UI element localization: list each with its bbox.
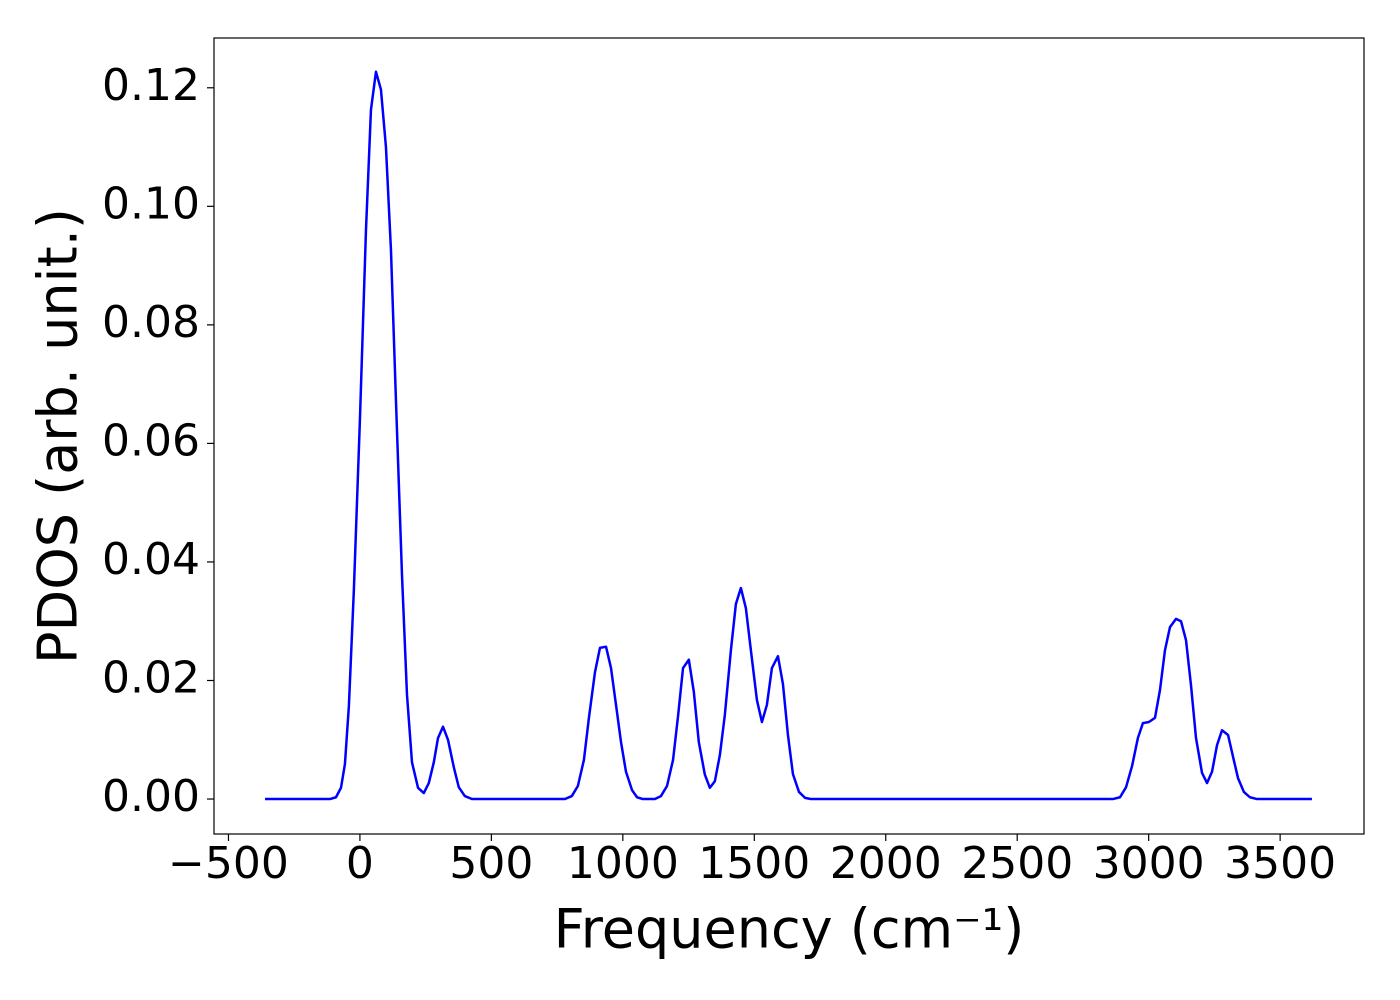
x-tick-label: 500 — [449, 838, 533, 889]
x-tick-label: 2000 — [830, 838, 942, 889]
x-tick-label: 3500 — [1224, 838, 1336, 889]
y-tick-label: 0.02 — [102, 652, 200, 703]
y-tick-label: 0.10 — [102, 178, 200, 229]
y-tick-label: 0.08 — [102, 297, 200, 348]
y-axis-label: PDOS (arb. unit.) — [27, 208, 90, 664]
x-tick-label: 1500 — [698, 838, 810, 889]
x-tick-label: 1000 — [567, 838, 679, 889]
x-tick-label: 3000 — [1093, 838, 1205, 889]
data-line — [265, 70, 1312, 801]
y-tick-label: 0.00 — [102, 771, 200, 822]
y-tick-label: 0.04 — [102, 534, 200, 585]
x-tick-label: −500 — [168, 838, 289, 889]
y-tick-label: 0.12 — [102, 60, 200, 111]
x-tick-label: 2500 — [961, 838, 1073, 889]
x-tick-label: 0 — [346, 838, 374, 889]
y-tick-label: 0.06 — [102, 415, 200, 466]
x-axis-label: Frequency (cm⁻¹) — [554, 898, 1025, 961]
plot-frame — [213, 37, 1365, 835]
